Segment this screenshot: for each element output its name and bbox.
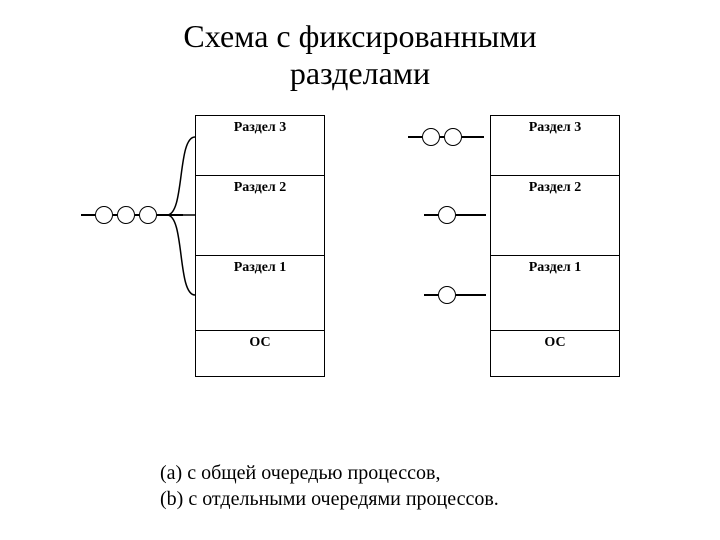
queue-connector — [462, 136, 484, 138]
left-row-2-label: Раздел 2 — [234, 180, 287, 196]
queue-connector — [456, 294, 486, 296]
right-row-os: ОС — [491, 331, 619, 376]
process-circle-icon — [444, 128, 462, 146]
left-fanout-lines — [160, 132, 200, 300]
title-line-2: разделами — [290, 55, 430, 91]
page-title: Схема с фиксированными разделами — [0, 0, 720, 92]
queue-connector — [81, 214, 95, 216]
right-queue-1 — [424, 286, 486, 304]
right-row-1: Раздел 1 — [491, 256, 619, 331]
queue-connector — [408, 136, 422, 138]
process-circle-icon — [117, 206, 135, 224]
queue-connector — [456, 214, 486, 216]
diagram-area: Раздел 3 Раздел 2 Раздел 1 ОС Раздел 3 Р… — [0, 115, 720, 435]
fanout-line — [167, 137, 195, 215]
process-circle-icon — [95, 206, 113, 224]
left-row-os-label: ОС — [249, 335, 270, 351]
caption-a: (a) с общей очередью процессов, — [160, 460, 499, 486]
right-row-3-label: Раздел 3 — [529, 120, 582, 136]
process-circle-icon — [438, 206, 456, 224]
caption-b: (b) с отдельными очередями процессов. — [160, 486, 499, 512]
queue-connector — [424, 294, 438, 296]
left-row-3-label: Раздел 3 — [234, 120, 287, 136]
right-queue-3 — [408, 128, 484, 146]
process-circle-icon — [422, 128, 440, 146]
left-partition-table: Раздел 3 Раздел 2 Раздел 1 ОС — [195, 115, 325, 377]
left-row-2: Раздел 2 — [196, 176, 324, 256]
left-row-1-label: Раздел 1 — [234, 260, 287, 276]
right-row-2-label: Раздел 2 — [529, 180, 582, 196]
right-partition-table: Раздел 3 Раздел 2 Раздел 1 ОС — [490, 115, 620, 377]
right-queue-2 — [424, 206, 486, 224]
right-row-3: Раздел 3 — [491, 116, 619, 176]
title-line-1: Схема с фиксированными — [183, 18, 536, 54]
queue-connector — [424, 214, 438, 216]
right-row-1-label: Раздел 1 — [529, 260, 582, 276]
process-circle-icon — [139, 206, 157, 224]
process-circle-icon — [438, 286, 456, 304]
left-row-os: ОС — [196, 331, 324, 376]
left-row-1: Раздел 1 — [196, 256, 324, 331]
right-row-os-label: ОС — [544, 335, 565, 351]
fanout-line — [167, 215, 195, 295]
right-row-2: Раздел 2 — [491, 176, 619, 256]
caption: (a) с общей очередью процессов, (b) с от… — [160, 460, 499, 512]
left-row-3: Раздел 3 — [196, 116, 324, 176]
